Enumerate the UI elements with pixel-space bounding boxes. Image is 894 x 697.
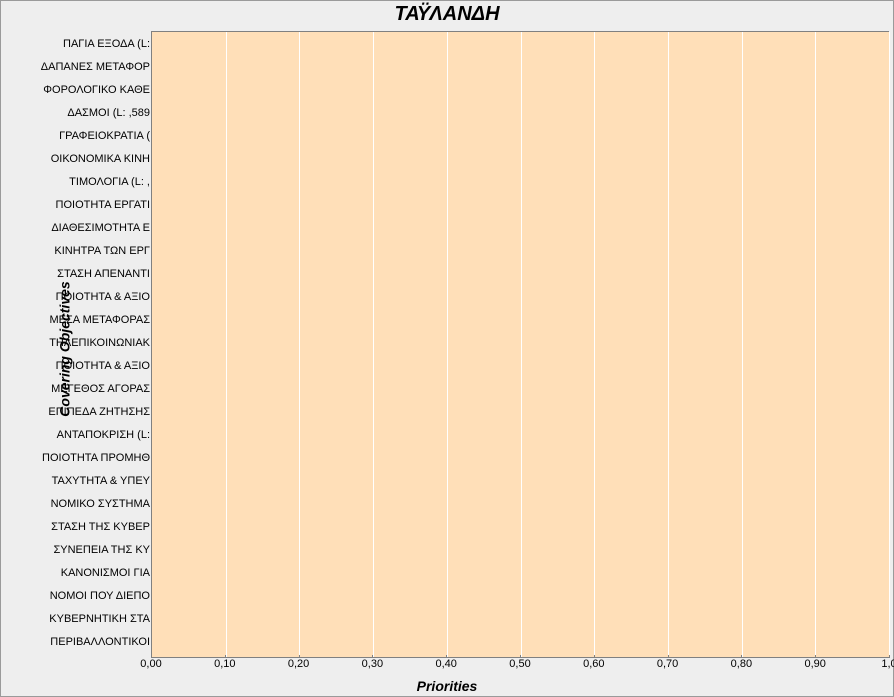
category-label: ΚΑΝΟΝΙΣΜΟΙ ΓΙΑ [61,567,150,579]
category-label: ΜΕΣΑ ΜΕΤΑΦΟΡΑΣ [50,314,151,326]
category-label: ΤΗΛΕΠΙΚΟΙΝΩΝΙΑΚ [49,337,150,349]
grid-line [815,32,816,657]
category-label: ΝΟΜΟΙ ΠΟΥ ΔΙΕΠΟ [50,590,150,602]
x-tick-label: 0,70 [657,658,678,670]
x-tick-label: 0,90 [804,658,825,670]
grid-line [373,32,374,657]
plot-area: ΠΑΓΙΑ ΕΞΟΔΑ (L:ΔΑΠΑΝΕΣ ΜΕΤΑΦΟΡΦΟΡΟΛΟΓΙΚΟ… [151,31,889,658]
x-tick-label: 1,0 [881,658,894,670]
category-label: ΠΑΓΙΑ ΕΞΟΔΑ (L: [63,38,150,50]
x-ticks: 0,000,100,200,300,400,500,600,700,800,90… [151,658,889,676]
category-label: ΚΙΝΗΤΡΑ ΤΩΝ ΕΡΓ [54,245,150,257]
grid-line [447,32,448,657]
category-label: ΠΟΙΟΤΗΤΑ ΠΡΟΜΗΘ [42,452,150,464]
x-tick-label: 0,50 [509,658,530,670]
category-label: ΚΥΒΕΡΝΗΤΙΚΗ ΣΤΑ [49,613,150,625]
category-label: ΑΝΤΑΠΟΚΡΙΣΗ (L: [57,429,150,441]
grid-line [299,32,300,657]
category-label: ΣΤΑΣΗ ΑΠΕΝΑΝΤΙ [57,268,150,280]
grid-line [889,32,890,657]
x-tick-label: 0,20 [288,658,309,670]
grid-line [594,32,595,657]
category-label: ΠΕΡΙΒΑΛΛΟΝΤΙΚΟΙ [50,636,150,648]
x-tick-label: 0,10 [214,658,235,670]
category-label: ΜΕΓΕΘΟΣ ΑΓΟΡΑΣ [51,383,150,395]
category-label: ΓΡΑΦΕΙΟΚΡΑΤΙΑ ( [59,130,150,142]
grid-line [226,32,227,657]
category-label: ΤΙΜΟΛΟΓΙΑ (L: , [69,176,150,188]
chart-container: ΤΑΫΛΑΝΔΗ Covering Objectives ΠΑΓΙΑ ΕΞΟΔΑ… [0,0,894,697]
x-tick-label: 0,40 [435,658,456,670]
category-label: ΠΟΙΟΤΗΤΑ & ΑΞΙΟ [56,360,150,372]
grid-line [742,32,743,657]
grid-line [521,32,522,657]
category-label: ΔΑΣΜΟΙ (L: ,589 [67,107,150,119]
grid-line [668,32,669,657]
category-label: ΔΙΑΘΕΣΙΜΟΤΗΤΑ Ε [51,222,150,234]
category-label: ΣΥΝΕΠΕΙΑ ΤΗΣ ΚΥ [53,544,150,556]
x-tick-label: 0,80 [731,658,752,670]
x-tick-label: 0,30 [362,658,383,670]
category-label: ΠΟΙΟΤΗΤΑ ΕΡΓΑΤΙ [56,199,150,211]
category-label: ΤΑΧΥΤΗΤΑ & ΥΠΕΥ [52,475,150,487]
category-label: ΦΟΡΟΛΟΓΙΚΟ ΚΑΘΕ [43,84,150,96]
category-label: ΝΟΜΙΚΟ ΣΥΣΤΗΜΑ [51,498,150,510]
x-tick-label: 0,00 [140,658,161,670]
chart-title: ΤΑΫΛΑΝΔΗ [1,3,893,26]
x-tick-label: 0,60 [583,658,604,670]
x-axis-label: Priorities [1,678,893,694]
category-label: ΠΟΙΟΤΗΤΑ & ΑΞΙΟ [56,291,150,303]
category-label: ΕΠΙΠΕΔΑ ΖΗΤΗΣΗΣ [48,406,150,418]
category-label: ΣΤΑΣΗ ΤΗΣ ΚΥΒΕΡ [51,521,150,533]
category-label: ΔΑΠΑΝΕΣ ΜΕΤΑΦΟΡ [41,61,150,73]
category-label: ΟΙΚΟΝΟΜΙΚΑ ΚΙΝΗ [51,153,150,165]
